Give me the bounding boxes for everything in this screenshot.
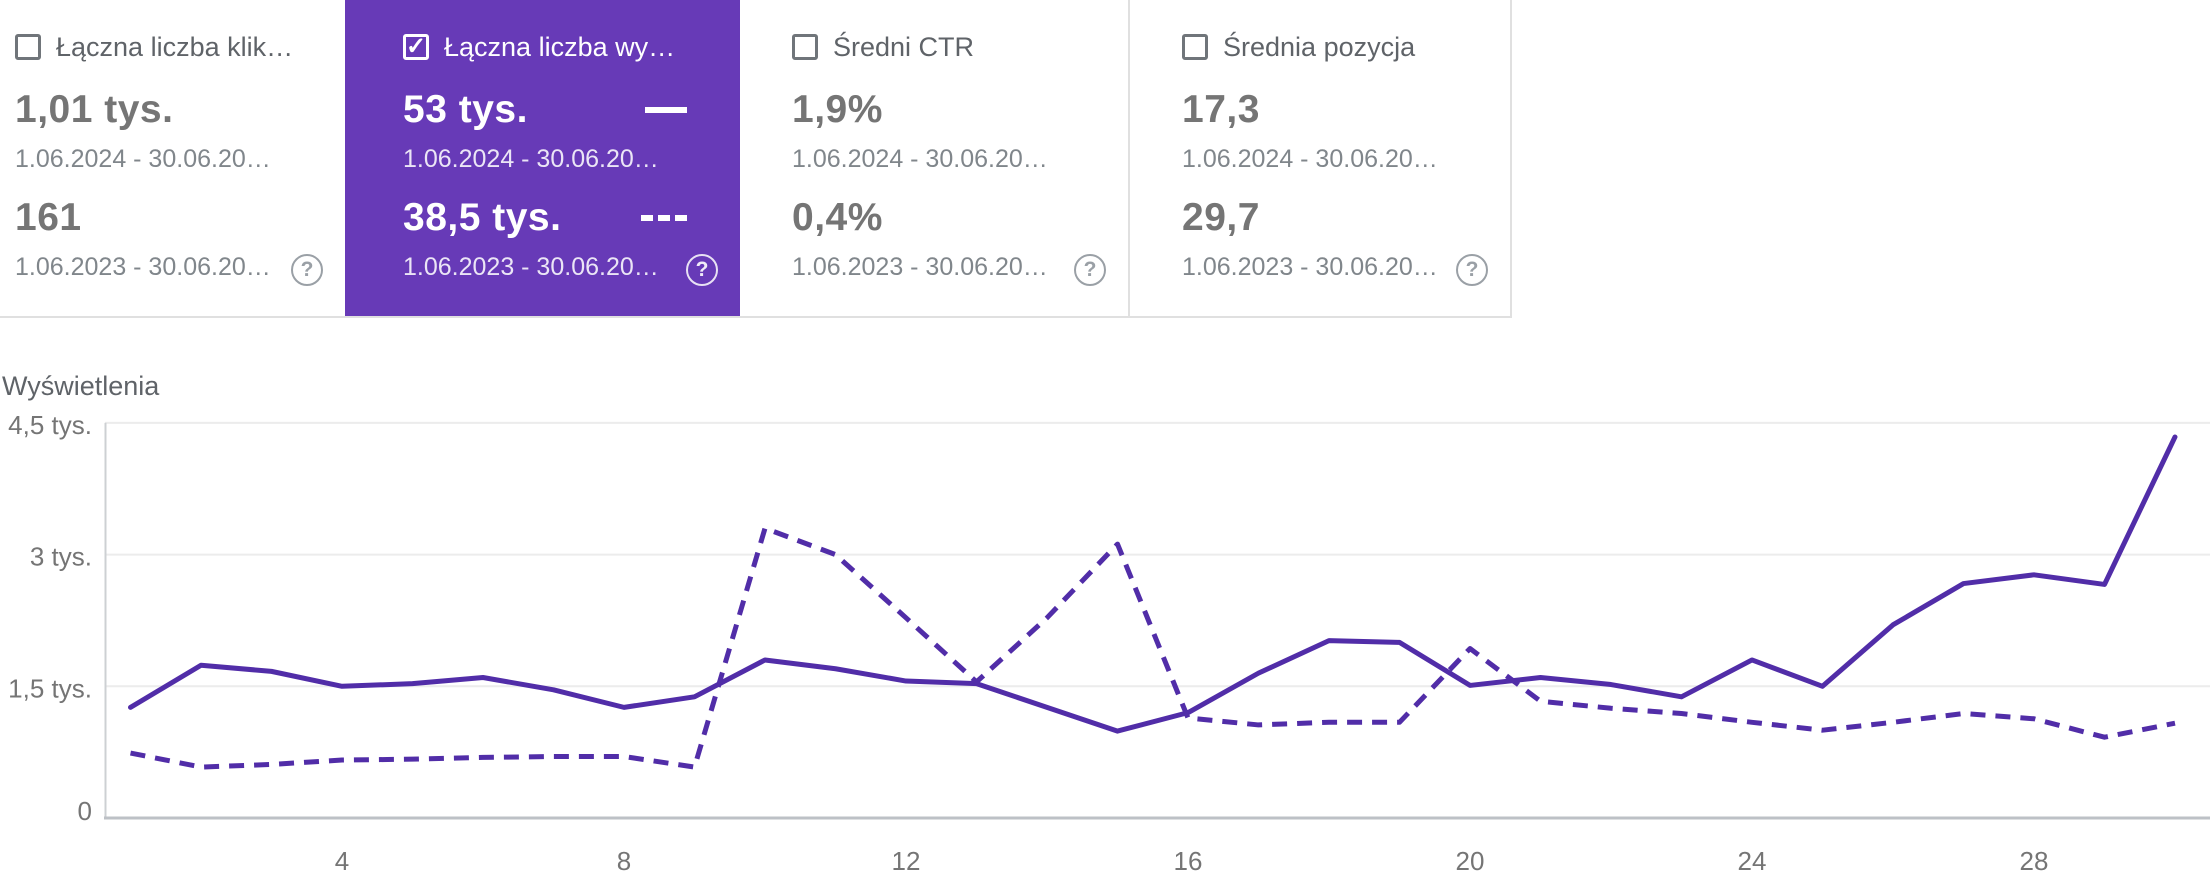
y-axis-tick-label: 3 tys. [30,542,92,572]
series-line-2024 [128,434,2178,734]
y-axis-tick-label: 1,5 tys. [8,673,92,703]
secondary-date-range: 1.06.2023 - 30.06.20… [15,253,271,281]
metric-card-header: ✓ Łączna liczba wy… [403,32,740,62]
x-axis-tick-label: 28 [2020,846,2049,876]
metric-card-label: Średnia pozycja [1223,31,1416,62]
secondary-date-range: 1.06.2023 - 30.06.20… [792,253,1048,281]
metric-card-average-ctr[interactable]: ✓ Średni CTR 1,9% 1.06.2024 - 30.06.20… … [740,0,1130,316]
x-axis-tick-label: 4 [335,846,349,876]
secondary-metric-value: 29,7 [1182,196,1260,239]
x-axis-tick-label: 8 [617,846,631,876]
solid-line-legend-icon [645,107,687,113]
y-axis-tick-label: 0 [78,796,92,826]
x-axis-tick-label: 20 [1456,846,1485,876]
metric-card-total-clicks[interactable]: ✓ Łączna liczba klik… 1,01 tys. 1.06.202… [0,0,345,316]
metric-card-header: ✓ Średnia pozycja [1182,32,1510,62]
y-axis-tick-label: 4,5 tys. [8,410,92,440]
primary-metric-value: 53 tys. [403,88,528,131]
metric-cards-row: ✓ Łączna liczba klik… 1,01 tys. 1.06.202… [0,0,1512,318]
secondary-metric-value: 161 [15,196,82,239]
secondary-date-range: 1.06.2023 - 30.06.20… [403,253,659,281]
checkbox-unchecked-icon[interactable]: ✓ [1182,34,1208,60]
primary-date-range: 1.06.2024 - 30.06.20… [1182,145,1438,173]
checkbox-checked-icon[interactable]: ✓ [403,34,429,60]
x-axis-tick-label: 12 [892,846,921,876]
primary-date-range: 1.06.2024 - 30.06.20… [792,145,1048,173]
primary-date-range: 1.06.2024 - 30.06.20… [15,145,271,173]
impressions-line-chart: 0 1,5 tys. 3 tys. 4,5 tys. 4 8 12 16 20 24 28 [8,410,2210,876]
secondary-metric-value: 0,4% [792,196,883,239]
metric-card-label: Łączna liczba klik… [56,31,294,62]
metric-card-average-position[interactable]: ✓ Średnia pozycja 17,3 1.06.2024 - 30.06… [1130,0,1512,316]
secondary-metric-value: 38,5 tys. [403,196,562,239]
help-icon[interactable]: ? [1456,254,1488,286]
metric-card-label: Średni CTR [833,31,975,62]
primary-metric-value: 1,01 tys. [15,88,174,131]
help-icon[interactable]: ? [686,254,718,286]
dashed-line-legend-icon [641,215,687,221]
checkbox-unchecked-icon[interactable]: ✓ [15,34,41,60]
help-icon[interactable]: ? [291,254,323,286]
metric-card-label: Łączna liczba wy… [444,31,676,62]
secondary-date-range: 1.06.2023 - 30.06.20… [1182,253,1438,281]
primary-metric-value: 1,9% [792,88,883,131]
metric-card-header: ✓ Średni CTR [792,32,1128,62]
primary-metric-value: 17,3 [1182,88,1260,131]
series-line-2023 [130,525,2176,770]
chart-title: Wyświetlenia [2,371,160,401]
help-icon[interactable]: ? [1074,254,1106,286]
checkbox-unchecked-icon[interactable]: ✓ [792,34,818,60]
x-axis-tick-label: 16 [1174,846,1203,876]
metric-card-total-impressions[interactable]: ✓ Łączna liczba wy… 53 tys. 1.06.2024 - … [345,0,740,316]
x-axis-tick-label: 24 [1738,846,1767,876]
metric-card-header: ✓ Łączna liczba klik… [15,32,345,62]
primary-date-range: 1.06.2024 - 30.06.20… [403,145,659,173]
